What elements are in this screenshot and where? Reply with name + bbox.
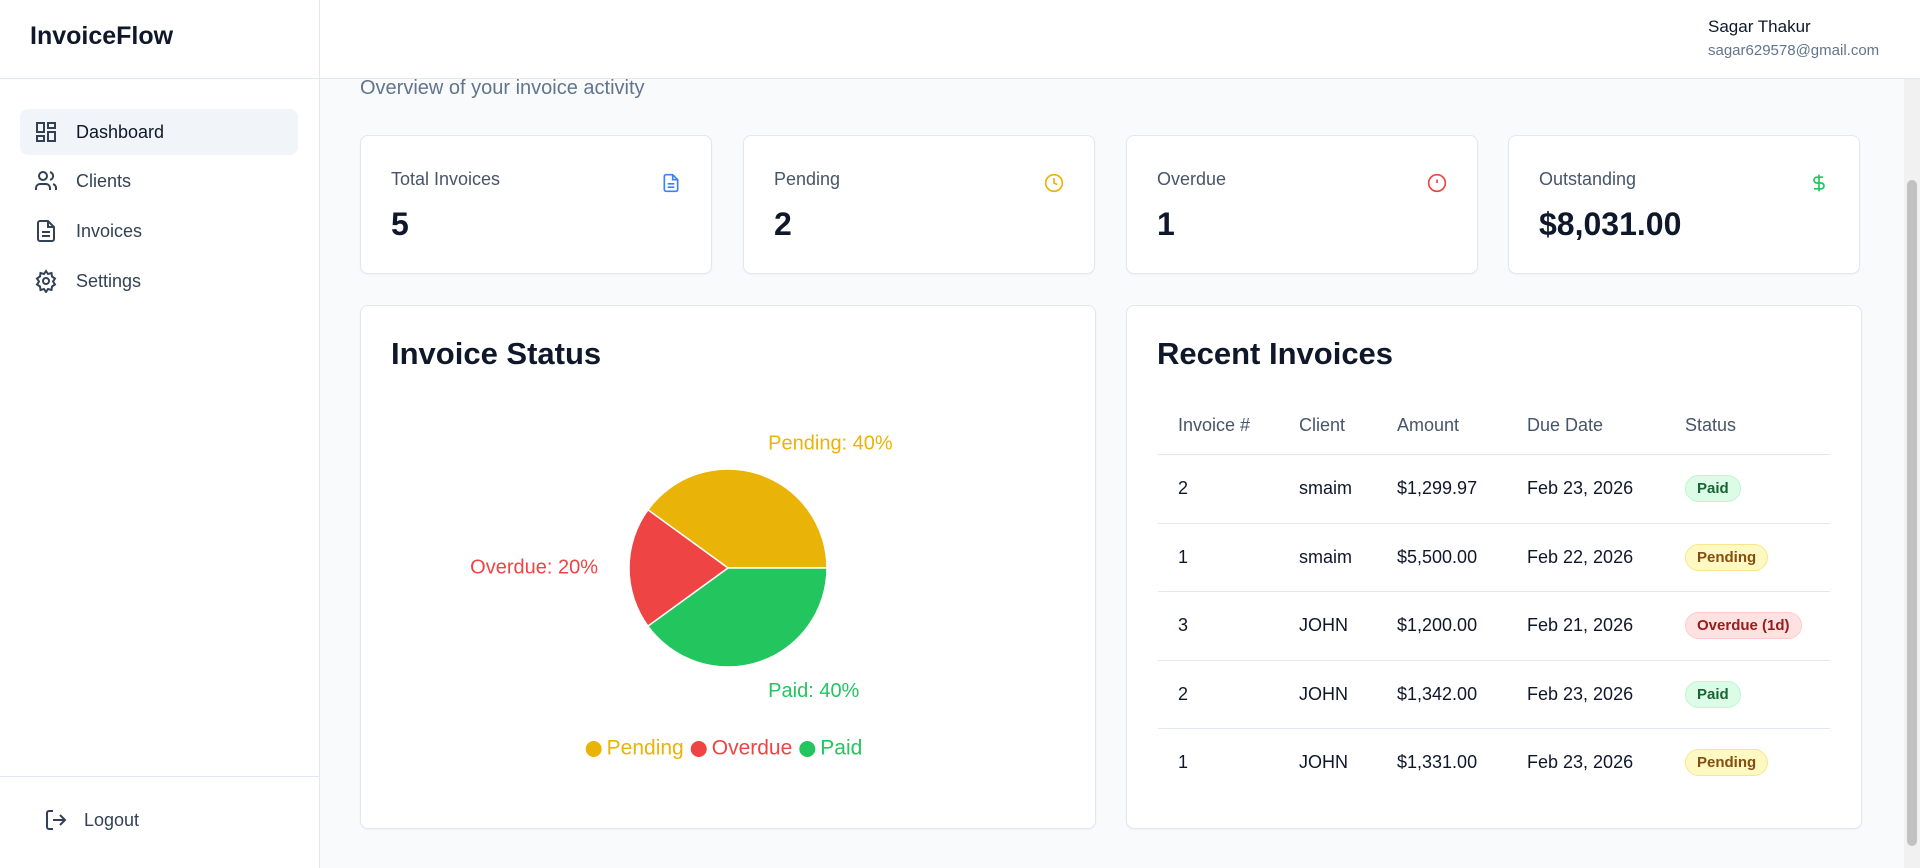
icon	[37, 220, 55, 242]
logout-button[interactable]: Logout	[44, 808, 139, 832]
nav-label: Invoices	[76, 220, 143, 241]
nav-item[interactable]: Dashboard	[20, 109, 298, 155]
row-divider	[1158, 454, 1830, 455]
sidebar: InvoiceFlow Dashboard Clients Invoices S…	[0, 0, 320, 868]
logout-label: Logout	[84, 809, 140, 830]
status-badge: Pending	[1685, 543, 1769, 571]
stat-card: Pending 2	[743, 135, 1095, 274]
nav-label: Clients	[76, 170, 132, 191]
table-cell: $1,299.97	[1397, 478, 1478, 498]
scrollbar-thumb[interactable]	[1907, 180, 1917, 846]
row-divider	[1158, 728, 1830, 730]
stat-value: 5	[391, 206, 409, 242]
user-name: Sagar Thakur	[1708, 17, 1811, 36]
table-cell: 3	[1178, 615, 1189, 636]
stat-value: 2	[774, 206, 792, 242]
pie-slice	[646, 468, 828, 569]
nav-label: Settings	[76, 270, 142, 291]
stat-label: Pending	[774, 169, 841, 189]
table-cell: smaim	[1299, 546, 1352, 567]
row-divider	[1158, 659, 1830, 661]
table-cell: JOHN	[1299, 683, 1348, 704]
pie-chart: Pending: 40% Overdue: 20% Paid: 40% Pending…	[470, 433, 893, 760]
stat-card: Outstanding $8,031.00	[1508, 135, 1860, 274]
table-cell: JOHN	[1299, 752, 1348, 773]
stat-card: Overdue 1	[1126, 135, 1478, 274]
column-header: Status	[1685, 415, 1737, 435]
table-cell: $1,331.00	[1397, 752, 1478, 773]
legend-marker	[585, 741, 602, 757]
table-cell: $5,500.00	[1397, 546, 1478, 567]
table-cell: Feb 23, 2026	[1527, 752, 1634, 773]
table-cell: 1	[1178, 752, 1189, 773]
stat-label: Outstanding	[1539, 169, 1637, 189]
column-header: Client	[1299, 415, 1346, 435]
legend-marker	[690, 741, 707, 757]
row-divider	[1158, 522, 1830, 524]
slice-label: Paid: 40%	[768, 680, 859, 702]
icon	[35, 171, 58, 190]
row-divider	[1158, 591, 1830, 593]
panel-title: Invoice Status	[391, 336, 602, 371]
recent-panel: Recent Invoices Invoice # Client Amount Due…	[1126, 305, 1862, 829]
column-header: Due Date	[1527, 415, 1604, 435]
table-cell: smaim	[1299, 478, 1352, 498]
legend-label: Overdue	[712, 737, 793, 760]
nav-item[interactable]: Invoices	[20, 208, 298, 254]
icon	[36, 122, 56, 142]
icon	[35, 269, 57, 293]
legend-label: Pending	[607, 737, 684, 760]
table-cell: 1	[1178, 546, 1189, 567]
table-cell: Feb 22, 2026	[1527, 546, 1634, 567]
divider	[0, 776, 319, 777]
nav-item[interactable]: Clients	[20, 158, 298, 204]
stat-value: 1	[1157, 206, 1175, 242]
nav-item[interactable]: Settings	[20, 258, 298, 304]
icon	[46, 810, 67, 830]
icon	[1044, 173, 1064, 193]
icon	[663, 173, 679, 193]
slice-label: Pending: 40%	[768, 433, 893, 455]
table-cell: Feb 23, 2026	[1527, 478, 1634, 498]
status-badge: Paid	[1685, 680, 1741, 708]
pie-slice	[646, 567, 828, 668]
brand[interactable]: InvoiceFlow	[30, 22, 174, 50]
table-cell: $1,200.00	[1397, 615, 1478, 636]
table-cell: Feb 23, 2026	[1527, 683, 1634, 704]
table-cell: Feb 21, 2026	[1527, 615, 1634, 636]
status-badge: Pending	[1685, 749, 1769, 777]
status-badge: Paid	[1685, 475, 1741, 502]
subtitle: Overview of your invoice activity	[360, 77, 645, 99]
icon	[1813, 174, 1825, 192]
topbar	[320, 0, 1920, 79]
column-header: Amount	[1397, 415, 1460, 435]
slice-label: Overdue: 20%	[470, 556, 598, 578]
user-email: sagar629578@gmail.com	[1708, 42, 1880, 59]
pie-slice	[628, 508, 730, 628]
nav-label: Dashboard	[76, 121, 165, 142]
table-cell: JOHN	[1299, 615, 1348, 636]
stat-label: Overdue	[1157, 169, 1227, 189]
status-badge: Overdue (1d)	[1685, 612, 1802, 640]
divider	[0, 78, 319, 79]
legend-marker	[799, 741, 816, 757]
column-header: Invoice #	[1178, 415, 1251, 435]
stat-value: $8,031.00	[1539, 206, 1682, 242]
panel-title: Recent Invoices	[1157, 336, 1394, 371]
status-panel: Invoice Status Pending: 40% Overdue: 20% P…	[360, 305, 1096, 829]
legend-label: Paid	[820, 737, 862, 760]
table-cell: 2	[1178, 478, 1189, 498]
table-cell: 2	[1178, 683, 1189, 704]
stat-label: Total Invoices	[391, 169, 501, 189]
table-cell: $1,342.00	[1397, 683, 1478, 704]
stat-card: Total Invoices 5	[360, 135, 712, 274]
icon	[1427, 173, 1447, 193]
